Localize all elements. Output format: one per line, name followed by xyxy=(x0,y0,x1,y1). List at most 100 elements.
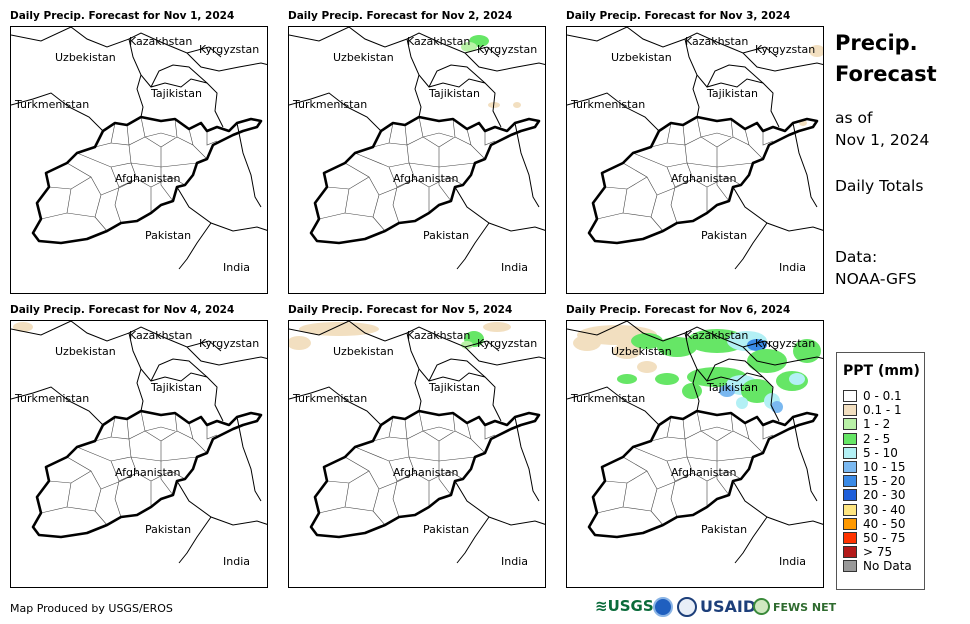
legend-item: 15 - 20 xyxy=(843,474,906,490)
map-svg: Kazakhstan Kyrgyzstan Uzbekistan Turkmenist… xyxy=(567,321,823,568)
province-border xyxy=(206,425,218,440)
legend-swatch xyxy=(843,546,857,559)
legend-label: 50 - 75 xyxy=(863,531,906,545)
province-border xyxy=(762,131,774,146)
province-border xyxy=(744,422,750,440)
province-border xyxy=(130,162,152,213)
usgs-logo: ≋USGS xyxy=(595,597,654,615)
province-border xyxy=(48,176,92,190)
as-of-date: Nov 1, 2024 xyxy=(835,131,930,149)
as-of-block: as of Nov 1, 2024 xyxy=(835,107,929,151)
country-border xyxy=(136,368,144,412)
country-border xyxy=(289,92,382,132)
province-border xyxy=(344,188,350,214)
legend-label: 5 - 10 xyxy=(863,445,898,460)
country-label-kazakhstan: Kazakhstan xyxy=(407,329,470,342)
country-border xyxy=(428,358,486,382)
country-border xyxy=(684,332,780,422)
country-label-kazakhstan: Kazakhstan xyxy=(407,35,470,48)
province-border xyxy=(674,472,694,482)
country-border xyxy=(11,27,72,42)
country-border xyxy=(236,122,262,208)
country-border xyxy=(348,321,500,352)
precip-layer xyxy=(13,322,33,332)
legend-swatch xyxy=(843,432,857,445)
legend-swatch xyxy=(843,461,857,473)
province-border xyxy=(666,142,688,164)
side-title: Precip. Forecast xyxy=(835,28,937,90)
legend-swatch xyxy=(843,517,857,530)
country-border xyxy=(706,64,764,88)
country-border xyxy=(414,74,422,118)
legend-swatch xyxy=(843,446,857,459)
usgs-logo-text: USGS xyxy=(607,597,654,615)
province-border xyxy=(716,167,730,202)
province-border xyxy=(318,212,374,220)
legend-item: 50 - 75 xyxy=(843,531,906,547)
country-border xyxy=(70,321,222,352)
province-border xyxy=(484,131,496,146)
country-label-turkmenistan: Turkmenistan xyxy=(14,98,89,111)
country-label-kyrgyzstan: Kyrgyzstan xyxy=(755,43,815,56)
country-label-turkmenistan: Turkmenistan xyxy=(14,392,89,405)
noaa-logo-icon xyxy=(653,597,673,617)
province-border xyxy=(188,422,194,440)
country-border xyxy=(289,27,350,42)
province-border xyxy=(130,456,152,507)
legend-swatch xyxy=(843,560,857,573)
country-border xyxy=(732,480,823,526)
legend-item: 40 - 50 xyxy=(843,517,906,533)
country-border xyxy=(456,222,490,270)
province-border xyxy=(438,118,456,148)
province-border xyxy=(422,426,454,432)
country-label-turkmenistan: Turkmenistan xyxy=(570,392,645,405)
country-label-turkmenistan: Turkmenistan xyxy=(292,98,367,111)
country-border xyxy=(692,368,700,412)
province-border xyxy=(318,506,374,514)
legend-swatch xyxy=(843,418,857,431)
country-label-pakistan: Pakistan xyxy=(701,523,747,536)
precip-area xyxy=(736,397,748,409)
legend-label: 0.1 - 1 xyxy=(863,403,902,418)
province-border xyxy=(622,162,664,232)
side-title-line1: Precip. xyxy=(835,31,918,55)
legend-item: 0 - 0.1 xyxy=(843,389,902,405)
country-label-kyrgyzstan: Kyrgyzstan xyxy=(199,43,259,56)
country-label-india: India xyxy=(223,555,250,568)
province-border xyxy=(160,461,174,496)
side-title-line2: Forecast xyxy=(835,62,937,86)
as-of-label: as of xyxy=(835,109,873,127)
country-label-turkmenistan: Turkmenistan xyxy=(292,392,367,405)
map-svg: Kazakhstan Kyrgyzstan Uzbekistan Turkmenist… xyxy=(11,321,267,568)
precip-area xyxy=(719,385,735,397)
province-border xyxy=(404,124,424,146)
province-border xyxy=(696,116,718,167)
country-label-kyrgyzstan: Kyrgyzstan xyxy=(199,337,259,350)
province-border xyxy=(48,470,92,484)
legend-label: No Data xyxy=(863,559,912,574)
country-label-afghanistan: Afghanistan xyxy=(671,172,737,185)
province-border xyxy=(696,410,718,461)
province-border xyxy=(666,436,688,458)
province-border xyxy=(388,166,400,224)
panel-title-1: Daily Precip. Forecast for Nov 1, 2024 xyxy=(10,10,235,22)
province-border xyxy=(484,425,496,440)
country-border xyxy=(176,480,267,526)
legend-label: > 75 xyxy=(863,545,893,560)
precip-area xyxy=(617,374,637,384)
country-label-kazakhstan: Kazakhstan xyxy=(685,329,748,342)
country-border xyxy=(734,222,768,270)
country-border xyxy=(289,386,382,426)
legend-label: 2 - 5 xyxy=(863,431,891,446)
province-border xyxy=(118,178,138,188)
province-border xyxy=(428,176,464,188)
province-border xyxy=(66,456,108,526)
country-label-pakistan: Pakistan xyxy=(145,523,191,536)
country-label-kyrgyzstan: Kyrgyzstan xyxy=(755,337,815,350)
country-border xyxy=(11,321,72,336)
legend-item: 20 - 30 xyxy=(843,488,906,504)
province-border xyxy=(110,142,132,164)
province-border xyxy=(160,412,178,442)
country-label-uzbekistan: Uzbekistan xyxy=(611,51,672,64)
